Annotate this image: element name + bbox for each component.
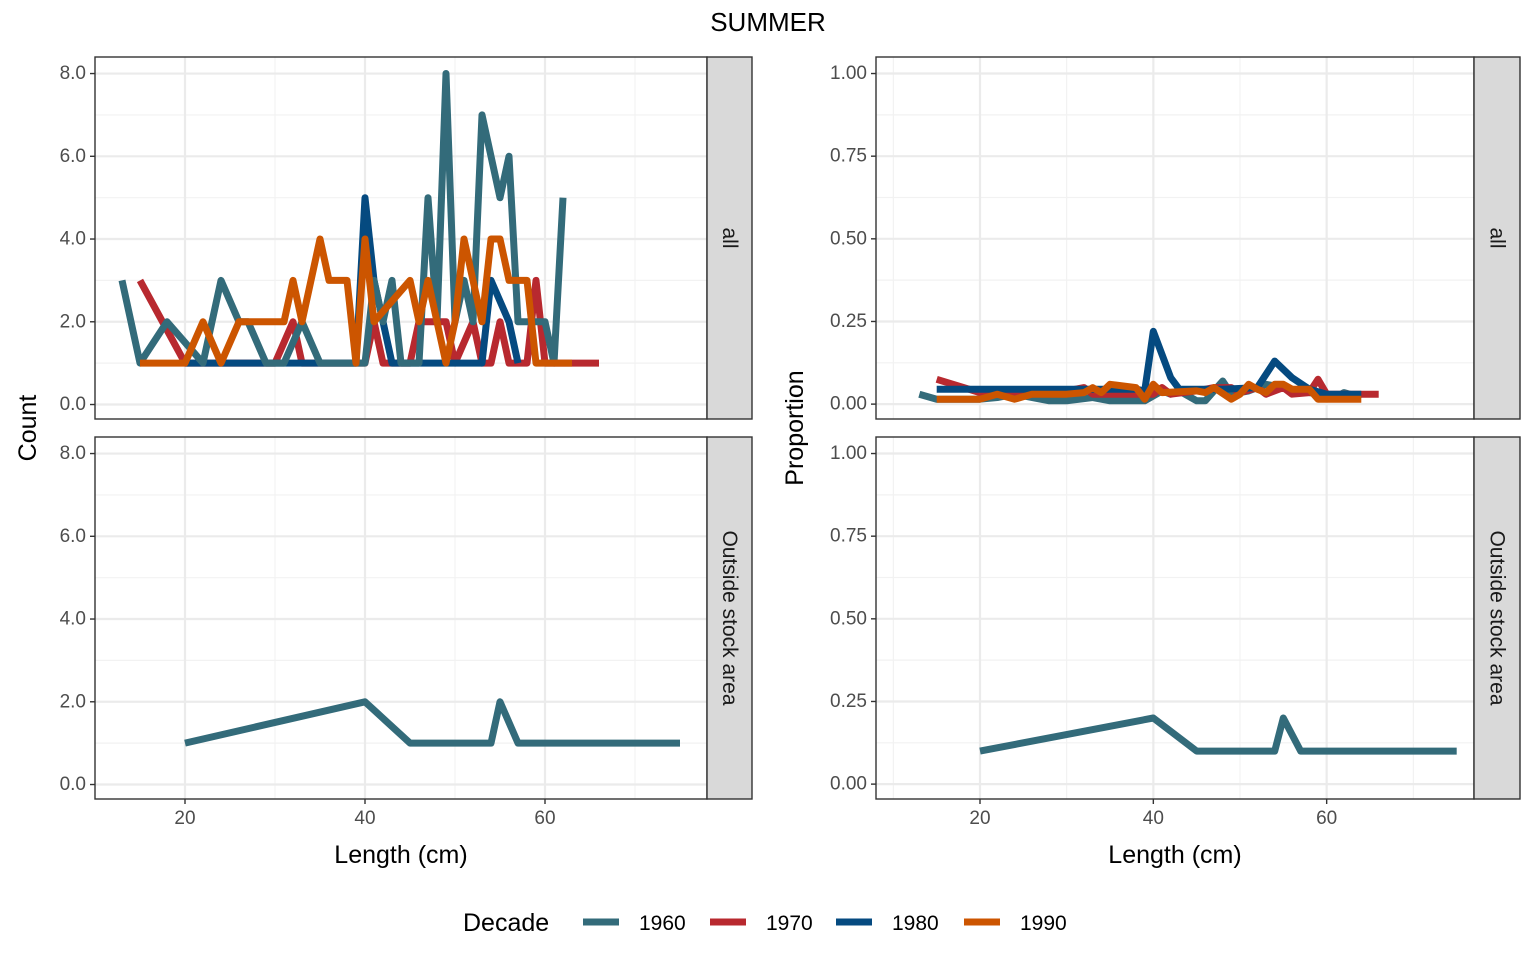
panel-proportion-outside: Outside stock area 0.00 0.25 0.50 0.75 1.00 20… (830, 436, 1521, 829)
series-line-1990 (140, 235, 572, 367)
y-tick-label: 4.0 (60, 609, 86, 630)
facet-strip (1473, 56, 1521, 420)
y-tick-label: 2.0 (60, 691, 86, 712)
y-tick-label: 0.0 (60, 394, 86, 415)
y-tick-label: 6.0 (60, 526, 86, 547)
y-tick-label: 0.0 (60, 774, 86, 795)
y-tick-label: 2.0 (60, 311, 86, 332)
series-line-1960 (184, 698, 680, 747)
facet-strip-label: all (1486, 227, 1509, 248)
y-tick-label: 0.75 (830, 146, 867, 167)
y-tick-label: 1.00 (830, 443, 867, 464)
legend-title: Decade (463, 909, 549, 937)
y-tick-label: 0.00 (830, 394, 867, 415)
y-tick-label: 8.0 (60, 63, 86, 84)
facet-strip-label: Outside stock area (1486, 530, 1509, 705)
legend-label-1970: 1970 (766, 912, 813, 935)
panel-proportion-all: all 0.00 0.25 0.50 0.75 1.00 (830, 56, 1521, 420)
facet-strip-label: all (718, 227, 741, 248)
x-tick-label: 20 (174, 808, 195, 829)
legend-label-1990: 1990 (1020, 912, 1067, 935)
chart-title: SUMMER (710, 7, 826, 37)
x-tick-label: 60 (1316, 808, 1337, 829)
legend-label-1960: 1960 (639, 912, 686, 935)
facet-strip-label: Outside stock area (718, 530, 741, 705)
panels: all 0.0 2.0 4.0 6.0 8.0 Outside stock area 0.0 2… (14, 56, 1521, 869)
y-tick-label: 4.0 (60, 229, 86, 250)
y-tick-label: 0.00 (830, 774, 867, 795)
x-tick-label: 60 (534, 808, 555, 829)
y-tick-label: 8.0 (60, 443, 86, 464)
panel-count-outside: Outside stock area 0.0 2.0 4.0 6.0 8.0 20 40 60 (60, 436, 753, 829)
legend: Decade 1960 1970 1980 1990 (463, 909, 1067, 937)
y-axis-title: Count (14, 395, 42, 462)
x-axis-title: Length (cm) (1108, 841, 1241, 869)
y-tick-label: 0.50 (830, 228, 867, 249)
x-tick-label: 40 (1143, 808, 1164, 829)
facet-strip (1473, 436, 1521, 800)
y-axis-title: Proportion (781, 370, 809, 485)
legend-label-1980: 1980 (892, 912, 939, 935)
series-line-1960 (979, 714, 1457, 755)
series-line-1990 (936, 380, 1362, 403)
y-tick-label: 1.00 (830, 63, 867, 84)
y-tick-label: 0.50 (830, 608, 867, 629)
panel-count-all: all 0.0 2.0 4.0 6.0 8.0 (60, 56, 753, 420)
y-tick-label: 0.75 (830, 526, 867, 547)
facet-strip (706, 56, 753, 420)
x-tick-label: 40 (354, 808, 375, 829)
x-axis-title: Length (cm) (334, 841, 467, 869)
x-tick-label: 20 (969, 808, 990, 829)
facet-strip (706, 436, 753, 800)
y-tick-label: 0.25 (830, 311, 867, 332)
y-tick-label: 0.25 (830, 691, 867, 712)
y-tick-label: 6.0 (60, 146, 86, 167)
